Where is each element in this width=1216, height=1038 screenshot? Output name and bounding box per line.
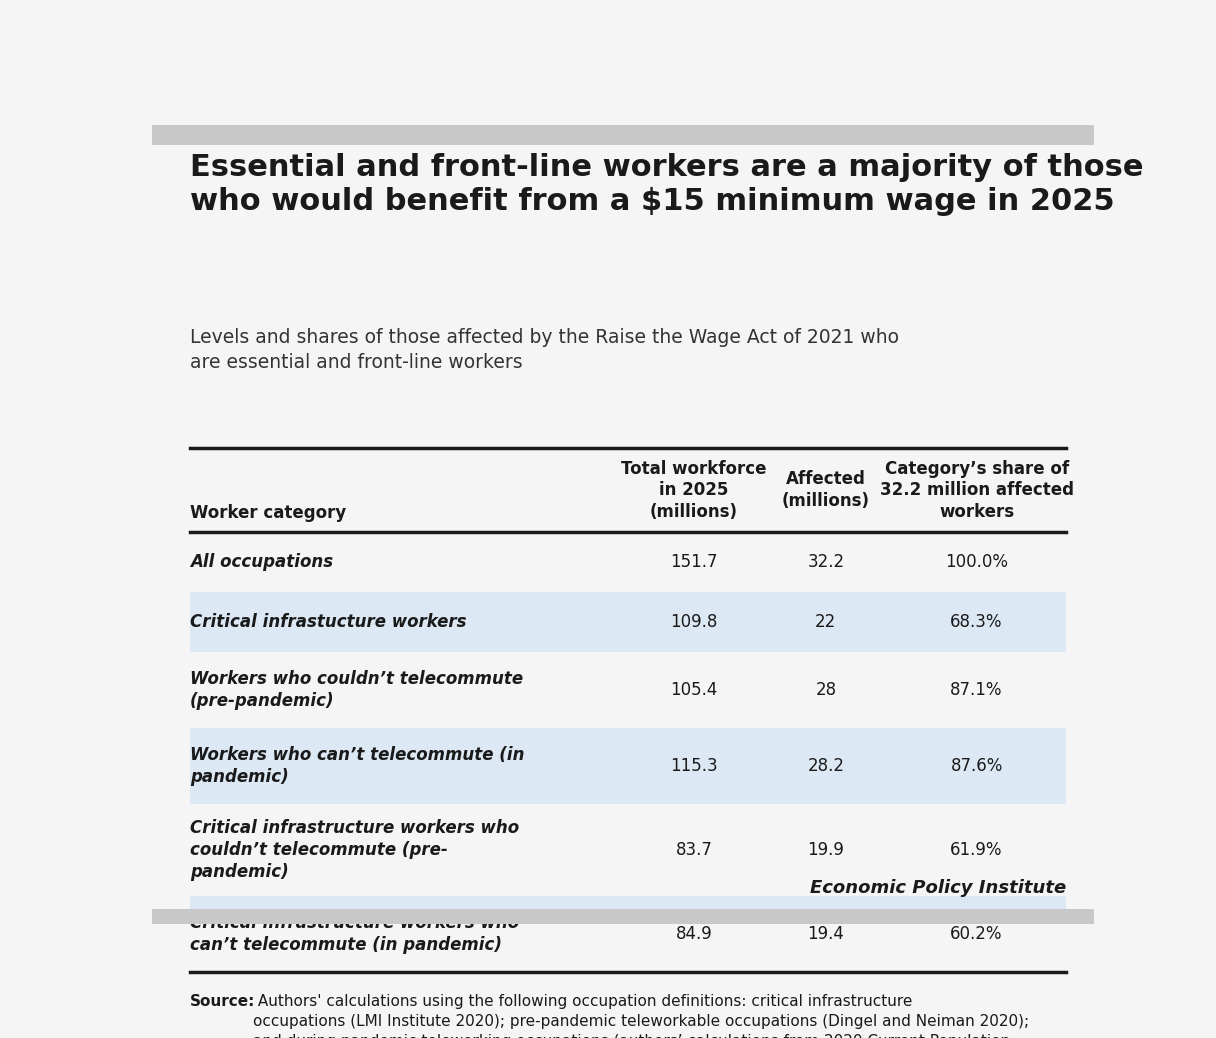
Bar — [190, 728, 1066, 803]
Text: 61.9%: 61.9% — [951, 841, 1003, 858]
Text: Critical infrastucture workers: Critical infrastucture workers — [190, 613, 466, 631]
Bar — [152, 909, 1094, 924]
Text: Levels and shares of those affected by the Raise the Wage Act of 2021 who
are es: Levels and shares of those affected by t… — [190, 328, 899, 373]
Text: 115.3: 115.3 — [670, 757, 717, 775]
Text: 19.9: 19.9 — [807, 841, 844, 858]
Text: Essential and front-line workers are a majority of those
who would benefit from : Essential and front-line workers are a m… — [190, 153, 1143, 216]
Text: 28: 28 — [815, 681, 837, 699]
Text: Affected
(millions): Affected (millions) — [782, 470, 869, 510]
Bar — [152, 125, 1094, 144]
Text: 19.4: 19.4 — [807, 925, 844, 943]
Text: 105.4: 105.4 — [670, 681, 717, 699]
Text: Critical infrastructure workers who
couldn’t telecommute (pre-
pandemic): Critical infrastructure workers who coul… — [190, 819, 519, 881]
Text: Category’s share of
32.2 million affected
workers: Category’s share of 32.2 million affecte… — [879, 460, 1074, 521]
Text: 109.8: 109.8 — [670, 613, 717, 631]
Text: 22: 22 — [815, 613, 837, 631]
Text: Workers who couldn’t telecommute
(pre-pandemic): Workers who couldn’t telecommute (pre-pa… — [190, 670, 523, 710]
Text: 87.1%: 87.1% — [951, 681, 1003, 699]
Text: 32.2: 32.2 — [807, 553, 844, 571]
Text: Critical infrastructure workers who
can’t telecommute (in pandemic): Critical infrastructure workers who can’… — [190, 913, 519, 954]
Text: 151.7: 151.7 — [670, 553, 717, 571]
Text: 87.6%: 87.6% — [951, 757, 1003, 775]
Text: 60.2%: 60.2% — [951, 925, 1003, 943]
Text: Authors' calculations using the following occupation definitions: critical infra: Authors' calculations using the followin… — [253, 994, 1029, 1038]
Text: Economic Policy Institute: Economic Policy Institute — [810, 879, 1066, 898]
Text: Workers who can’t telecommute (in
pandemic): Workers who can’t telecommute (in pandem… — [190, 746, 524, 786]
Text: 83.7: 83.7 — [675, 841, 713, 858]
Text: 28.2: 28.2 — [807, 757, 844, 775]
Text: All occupations: All occupations — [190, 553, 333, 571]
Text: 84.9: 84.9 — [676, 925, 713, 943]
Text: Worker category: Worker category — [190, 503, 345, 522]
Text: 100.0%: 100.0% — [945, 553, 1008, 571]
Text: Source:: Source: — [190, 994, 255, 1009]
Bar — [190, 592, 1066, 652]
Text: Total workforce
in 2025
(millions): Total workforce in 2025 (millions) — [621, 460, 766, 521]
Text: 68.3%: 68.3% — [951, 613, 1003, 631]
Bar — [190, 896, 1066, 972]
